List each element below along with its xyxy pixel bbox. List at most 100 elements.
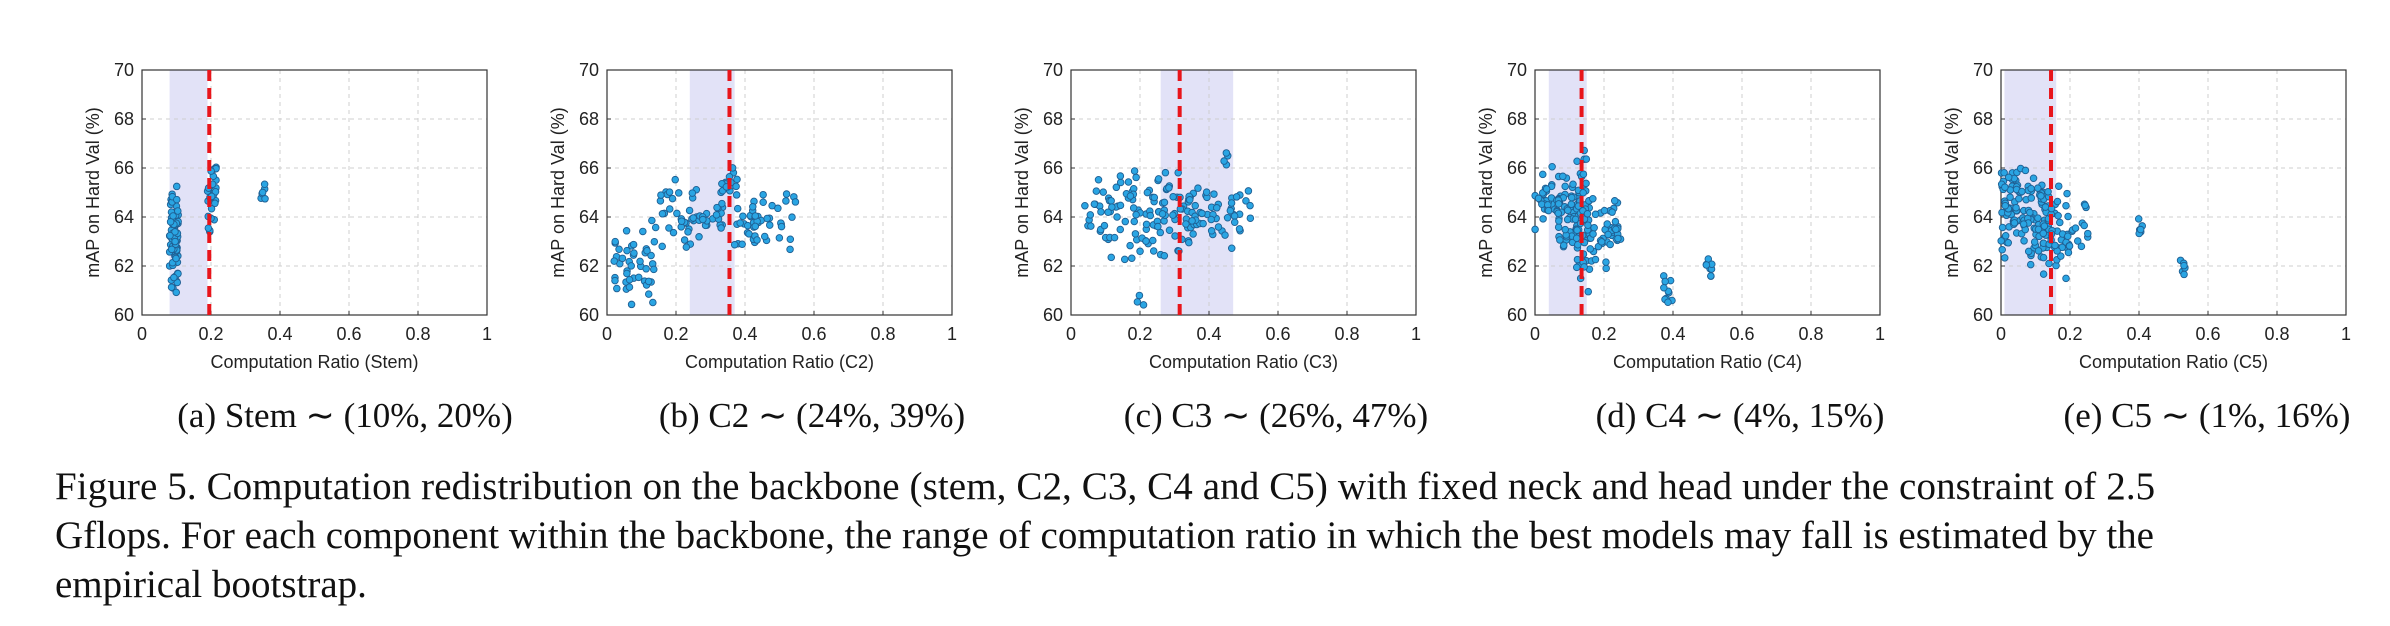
data-point — [1116, 201, 1125, 210]
data-point — [775, 234, 784, 242]
data-point — [736, 219, 744, 227]
data-point — [2027, 194, 2036, 202]
data-point — [1202, 188, 1211, 196]
data-point — [1554, 209, 1563, 217]
data-point — [1597, 238, 1606, 246]
data-point — [204, 224, 213, 232]
data-point — [1207, 215, 1215, 224]
data-point — [739, 212, 747, 220]
data-point — [791, 198, 800, 206]
data-point — [1589, 230, 1597, 238]
data-point — [1108, 203, 1116, 211]
plot-frame — [141, 69, 488, 316]
chart-panel-1: 0 0.2 0.4 0.6 0.8 1 60 62 64 66 68 70 Computation Ra… — [548, 60, 957, 372]
data-point — [618, 254, 627, 263]
data-point — [1707, 272, 1715, 280]
data-point — [2039, 270, 2048, 278]
data-point — [1135, 291, 1144, 300]
chart-panel-4: 0 0.2 0.4 0.6 0.8 1 60 62 64 66 68 70 Computation Ra… — [1942, 60, 2351, 372]
data-point — [166, 231, 174, 240]
x-tick-label: 1 — [482, 324, 492, 344]
data-point — [1660, 284, 1668, 292]
data-point — [2041, 203, 2050, 211]
data-point — [2004, 239, 2012, 247]
x-tick-label: 0.2 — [2057, 324, 2082, 344]
data-point — [1116, 225, 1125, 234]
data-point — [2006, 193, 2014, 201]
x-axis-label: Computation Ratio (C2) — [685, 352, 874, 372]
x-tick-label: 0.4 — [1660, 324, 1685, 344]
data-point — [1099, 188, 1108, 196]
data-point — [1664, 298, 1672, 306]
data-point — [1128, 254, 1136, 263]
x-tick-label: 1 — [947, 324, 957, 344]
x-tick-label: 1 — [1875, 324, 1885, 344]
data-point — [630, 249, 638, 257]
data-point — [1602, 264, 1610, 273]
y-tick-label: 70 — [114, 60, 134, 80]
y-tick-label: 64 — [1973, 207, 1993, 227]
data-point — [1097, 208, 1105, 216]
data-point — [749, 203, 757, 211]
data-point — [666, 205, 674, 213]
data-point — [1132, 173, 1140, 182]
data-point — [1584, 221, 1592, 229]
data-point — [171, 237, 179, 246]
caption-line: empirical bootstrap. — [55, 563, 367, 606]
data-point — [2084, 229, 2092, 238]
y-axis-label: mAP on Hard Val (%) — [83, 107, 103, 277]
y-tick-label: 62 — [1973, 256, 1993, 276]
data-point — [2136, 225, 2145, 234]
data-point — [1554, 200, 1563, 208]
data-point — [1561, 182, 1569, 191]
data-point — [1583, 210, 1592, 218]
x-axis-label: Computation Ratio (Stem) — [210, 352, 418, 372]
data-point — [1199, 219, 1207, 228]
y-axis-label: mAP on Hard Val (%) — [1012, 107, 1032, 277]
data-point — [1246, 214, 1255, 222]
y-axis-label: mAP on Hard Val (%) — [1942, 107, 1962, 277]
data-point — [644, 290, 653, 298]
data-point — [611, 276, 619, 285]
data-point — [174, 207, 182, 215]
data-point — [1246, 201, 1254, 210]
data-point — [634, 273, 643, 282]
data-point — [2026, 260, 2035, 269]
data-point — [2034, 247, 2043, 255]
data-point — [732, 191, 741, 199]
data-point — [1191, 201, 1199, 210]
data-point — [1129, 204, 1138, 212]
data-point — [166, 218, 175, 226]
data-point — [2026, 208, 2034, 217]
data-point — [1227, 244, 1236, 252]
subcaption-a: (a) Stem ∼ (10%, 20%) — [177, 396, 513, 435]
data-point — [763, 214, 771, 223]
x-tick-label: 0.8 — [1798, 324, 1823, 344]
data-point — [2180, 270, 2188, 279]
data-point — [1160, 198, 1169, 207]
data-point — [623, 246, 631, 255]
data-point — [1142, 220, 1151, 229]
x-tick-label: 0.8 — [2264, 324, 2289, 344]
data-point — [1559, 172, 1567, 181]
data-point — [172, 288, 180, 297]
data-point — [1165, 226, 1174, 235]
x-tick-label: 0.4 — [267, 324, 292, 344]
data-point — [1612, 225, 1620, 234]
data-point — [1602, 258, 1610, 266]
data-point — [644, 277, 653, 286]
data-point — [738, 240, 746, 248]
data-point — [1090, 200, 1099, 208]
data-point — [2012, 203, 2020, 212]
data-point — [1087, 222, 1095, 230]
data-point — [2039, 229, 2048, 238]
data-point — [675, 189, 683, 197]
x-tick-label: 0.6 — [1729, 324, 1754, 344]
data-point — [1081, 201, 1089, 210]
x-tick-label: 0.4 — [732, 324, 757, 344]
y-tick-label: 64 — [114, 207, 134, 227]
data-point — [1149, 236, 1157, 245]
data-point — [2034, 214, 2042, 222]
data-point — [2015, 195, 2023, 203]
data-point — [1161, 168, 1170, 177]
